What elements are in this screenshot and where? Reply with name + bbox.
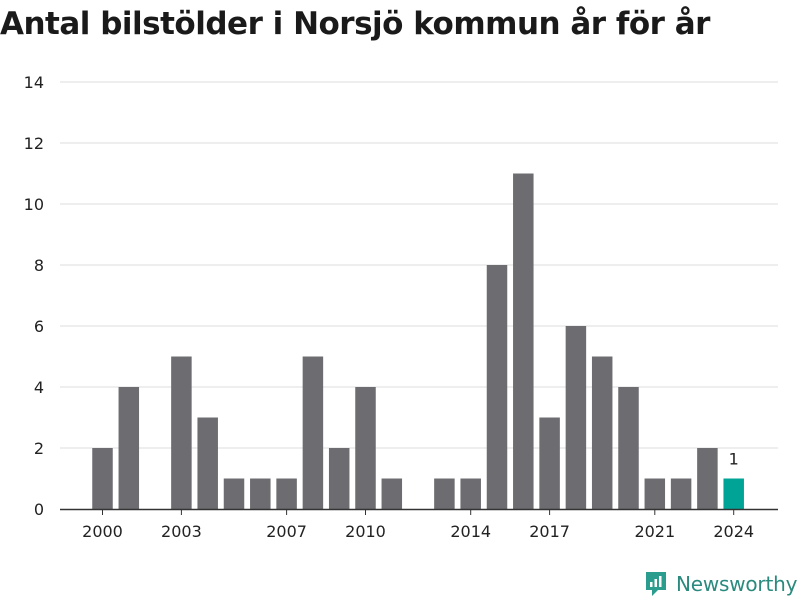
bar-2003 xyxy=(171,356,192,509)
bar-2019 xyxy=(591,356,613,509)
bar-2006 xyxy=(250,478,271,509)
x-tick-label: 2024 xyxy=(713,522,754,541)
y-tick-label: 0 xyxy=(34,500,44,519)
grid-lines xyxy=(60,81,778,449)
bar-2014 xyxy=(460,478,481,509)
bar-2001 xyxy=(118,387,140,509)
y-tick-label: 6 xyxy=(34,317,44,336)
brand-logo: Newsworthy xyxy=(644,568,797,600)
x-tick-label: 2000 xyxy=(82,522,123,541)
bar-2024 xyxy=(723,478,744,509)
x-axis: 2000 2003 2007 2010 2014 2017 2021 2024 xyxy=(60,508,778,541)
bar-2022 xyxy=(670,478,692,509)
bar-chart: 0 2 4 6 8 10 12 14 2000 2003 2007 2010 2014 2017 2021… xyxy=(24,73,778,541)
data-labels: 1 xyxy=(729,450,739,469)
x-tick-label: 2021 xyxy=(634,522,675,541)
bar-2010 xyxy=(355,387,376,509)
x-tick-label: 2003 xyxy=(161,522,202,541)
bar-2009 xyxy=(328,448,350,509)
newsworthy-logo-icon xyxy=(644,570,668,598)
y-tick-label: 8 xyxy=(34,256,44,275)
bar-2023 xyxy=(697,448,718,509)
bars xyxy=(92,173,744,509)
y-tick-label: 14 xyxy=(24,73,44,92)
x-tick-label: 2014 xyxy=(450,522,491,541)
bar-2020 xyxy=(618,387,639,509)
bar-2017 xyxy=(539,417,560,509)
bar-2016 xyxy=(513,173,534,509)
y-tick-label: 4 xyxy=(34,378,44,397)
y-tick-label: 2 xyxy=(34,439,44,458)
y-axis: 0 2 4 6 8 10 12 14 xyxy=(24,73,44,519)
bar-2013 xyxy=(434,478,455,509)
y-tick-label: 10 xyxy=(24,195,44,214)
bar-2021 xyxy=(644,478,666,509)
bar-2015 xyxy=(486,265,508,509)
x-tick-label: 2017 xyxy=(529,522,570,541)
x-tick-label: 2010 xyxy=(345,522,386,541)
bar-2007 xyxy=(276,478,297,509)
x-tick-label: 2007 xyxy=(266,522,307,541)
y-tick-label: 12 xyxy=(24,134,44,153)
data-label: 1 xyxy=(729,450,739,469)
chart-title: Antal bilstölder i Norsjö kommun år för … xyxy=(0,6,710,42)
bar-2018 xyxy=(565,326,587,509)
bar-2011 xyxy=(381,478,403,509)
bar-2004 xyxy=(197,417,218,509)
bar-2008 xyxy=(302,356,324,509)
bar-2005 xyxy=(223,478,245,509)
brand-name: Newsworthy xyxy=(676,572,798,596)
bar-2000 xyxy=(92,448,113,509)
